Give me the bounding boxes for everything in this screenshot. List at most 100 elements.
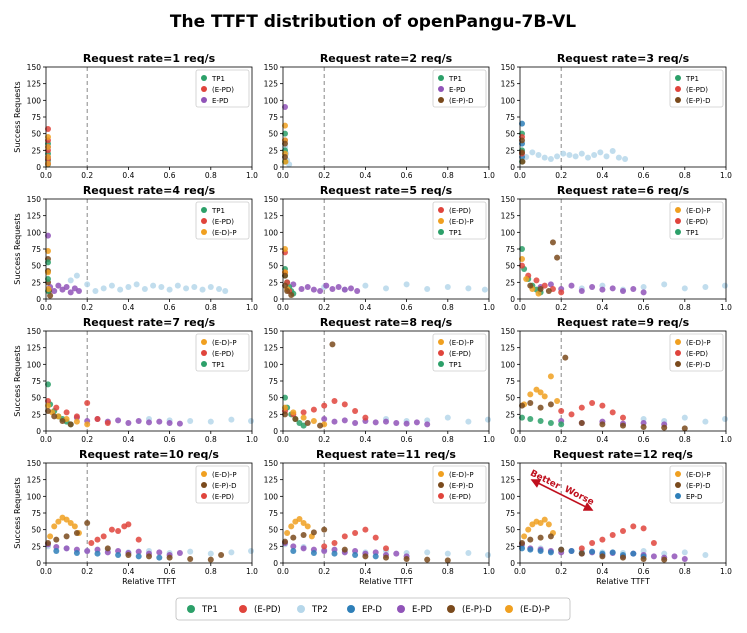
data-point <box>424 549 431 556</box>
series-E-PD <box>45 541 183 558</box>
y-tick-label: 100 <box>501 360 516 369</box>
figure-legend-label: (E-PD) <box>254 605 281 615</box>
series-(E-P)-D <box>282 140 288 160</box>
subplot-legend-label: (E-PD) <box>212 218 234 226</box>
figure-legend-marker <box>239 605 247 613</box>
x-tick-label: 0.6 <box>401 303 413 312</box>
data-point <box>321 526 328 533</box>
y-tick-label: 150 <box>501 459 516 468</box>
subplot-legend-box <box>432 201 487 240</box>
y-tick-label: 75 <box>31 113 41 122</box>
data-point <box>681 549 688 556</box>
subplot-legend-label: TP1 <box>448 229 462 237</box>
series-TP2 <box>67 272 229 294</box>
data-point <box>702 552 709 558</box>
data-point <box>640 556 647 562</box>
data-point <box>578 150 585 157</box>
data-point <box>166 554 173 561</box>
data-point <box>620 528 626 534</box>
data-point <box>88 540 95 546</box>
subplot-legend: (E-D)-P (E-PD) TP1 <box>432 333 487 372</box>
data-point <box>562 354 569 361</box>
data-point <box>572 153 579 160</box>
x-tick-label: 0.0 <box>40 171 52 180</box>
data-point <box>547 156 554 162</box>
series-(E-P)-D <box>527 239 561 294</box>
data-point <box>640 525 647 532</box>
data-point <box>67 289 74 296</box>
data-point <box>45 134 51 140</box>
data-point <box>71 523 78 530</box>
data-point <box>519 402 525 409</box>
subplot-legend-marker <box>675 207 681 213</box>
subplot-legend-label: (E-PD) <box>212 493 234 501</box>
data-point <box>135 418 142 424</box>
subplot-legend-box <box>195 465 250 504</box>
data-point <box>45 540 51 546</box>
subplot-legend-label: E-PD <box>449 86 466 94</box>
subplot-legend-marker <box>675 339 681 345</box>
x-tick-label: 0.4 <box>122 567 134 576</box>
data-point <box>519 137 525 144</box>
data-point <box>135 536 142 543</box>
series-(E-D)-P <box>45 134 51 167</box>
subplot-legend-marker <box>675 493 681 499</box>
data-point <box>465 418 472 425</box>
y-tick-label: 75 <box>31 245 41 254</box>
subplot-7: Request rate=7 req/s 0 25 50 75 100 125 150 0.0 0… <box>13 316 258 444</box>
data-point <box>578 404 585 411</box>
y-tick-label: 100 <box>264 360 279 369</box>
data-point <box>533 277 540 284</box>
data-point <box>73 418 80 425</box>
data-point <box>55 413 62 420</box>
y-tick-label: 150 <box>27 327 42 336</box>
data-point <box>310 418 317 424</box>
subplot-title: Request rate=4 req/s <box>83 184 216 197</box>
data-point <box>681 414 688 421</box>
y-tick-label: 25 <box>31 542 41 551</box>
data-point <box>640 289 647 296</box>
x-tick-label: 0.2 <box>81 435 93 444</box>
subplot-legend-marker <box>438 207 444 213</box>
subplot-legend: (E-PD) (E-D)-P TP1 <box>432 201 487 240</box>
data-point <box>620 422 626 429</box>
y-tick-label: 0 <box>510 427 515 436</box>
subplot-legend-label: TP1 <box>448 75 462 83</box>
x-tick-label: 0.0 <box>40 303 52 312</box>
x-tick-label: 0.0 <box>277 567 289 576</box>
series-(E-P)-D <box>45 520 225 563</box>
data-point <box>296 516 303 522</box>
x-tick-label: 0.8 <box>679 303 691 312</box>
data-point <box>599 286 606 293</box>
data-point <box>547 401 554 408</box>
series-TP2 <box>523 148 629 162</box>
data-point <box>393 420 400 426</box>
data-point <box>519 256 525 262</box>
subplot-legend-marker <box>201 229 207 235</box>
subplot-11: Request rate=11 req/s 0 25 50 75 100 125 150 0.0… <box>264 448 496 586</box>
y-tick-label: 125 <box>27 476 42 485</box>
figure-title: The TTFT distribution of openPangu-7B-VL <box>170 12 576 32</box>
subplot-legend-label: (E-P)-D <box>686 361 711 369</box>
x-tick-label: 0.0 <box>514 303 526 312</box>
y-tick-label: 0 <box>273 163 278 172</box>
series-E-PD <box>45 232 82 296</box>
data-point <box>702 418 709 425</box>
data-point <box>558 289 565 296</box>
data-point <box>519 414 525 421</box>
subplot-legend-label: (E-PD) <box>212 350 234 358</box>
data-point <box>527 546 534 553</box>
y-tick-label: 50 <box>505 262 515 271</box>
series-(E-D)-P <box>521 516 556 540</box>
x-tick-label: 1.0 <box>483 303 495 312</box>
data-point <box>537 534 544 541</box>
data-point <box>535 152 542 158</box>
subplot-legend: TP1 (E-PD) (E-D)-P <box>195 201 250 240</box>
data-point <box>84 281 91 288</box>
y-tick-label: 0 <box>273 559 278 568</box>
subplot-legend-box <box>669 201 724 240</box>
data-point <box>681 425 688 432</box>
data-point <box>117 286 124 293</box>
x-tick-label: 0.0 <box>40 435 52 444</box>
data-point <box>541 282 548 289</box>
